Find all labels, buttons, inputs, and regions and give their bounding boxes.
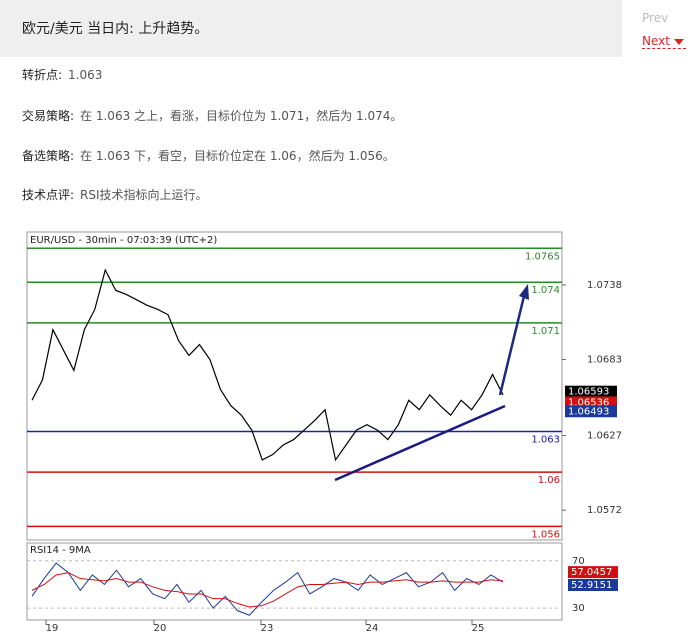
- label: 转折点:: [22, 68, 63, 82]
- date-label: 19: [46, 623, 59, 634]
- level-label: 1.063: [531, 434, 560, 445]
- plot-frame: [26, 231, 563, 541]
- rsi-tick-label: 70: [572, 556, 585, 567]
- text: 1.063: [68, 68, 103, 82]
- rsi-tick-label: 30: [572, 603, 585, 614]
- date-label: 23: [261, 623, 274, 634]
- price-line: [31, 268, 504, 462]
- page-title: 欧元/美元 当日内: 上升趋势。: [22, 21, 209, 37]
- rsi-tag-label: 52.9151: [571, 580, 612, 591]
- level-label: 1.0765: [525, 251, 560, 262]
- y-tick-label: 1.0738: [587, 280, 622, 291]
- paragraph: 技术点评: RSI技术指标向上运行。: [22, 186, 208, 203]
- y-tick-label: 1.0572: [587, 505, 622, 516]
- chart-title: EUR/USD - 30min - 07:03:39 (UTC+2): [30, 235, 217, 246]
- date-label: 20: [154, 623, 167, 634]
- date-label: 24: [366, 623, 379, 634]
- label: 备选策略:: [22, 149, 75, 163]
- price-tag: [565, 385, 617, 398]
- header: 欧元/美元 当日内: 上升趋势。: [0, 0, 622, 57]
- rsi-tag-label: 57.0457: [571, 567, 612, 578]
- price-tag-label: 1.06493: [568, 406, 609, 417]
- arrow: [498, 291, 527, 396]
- y-tick-label: 1.0683: [587, 355, 622, 366]
- prev-link[interactable]: Prev: [642, 11, 669, 25]
- rsi-line: [31, 562, 504, 616]
- price-tag-label: 1.06593: [568, 387, 609, 398]
- rsi-ma-line: [31, 572, 504, 608]
- trend-line: [334, 404, 506, 482]
- text: 在 1.063 下，看空，目标价位定在 1.06，然后为 1.056。: [80, 149, 395, 163]
- rsi-tag: [568, 566, 618, 579]
- rsi-tag: [568, 579, 618, 592]
- label: 交易策略:: [22, 109, 75, 123]
- label: 技术点评:: [22, 188, 75, 202]
- paragraph: 备选策略: 在 1.063 下，看空，目标价位定在 1.06，然后为 1.056。: [22, 147, 395, 164]
- rsi-title: RSI14 - 9MA: [30, 545, 91, 556]
- text: 在 1.063 之上，看涨，目标价位为 1.071，然后为 1.074。: [80, 109, 403, 123]
- paragraph: 交易策略: 在 1.063 之上，看涨，目标价位为 1.071，然后为 1.074…: [22, 107, 402, 124]
- chart: EUR/USD - 30min - 07:03:39 (UTC+2) RSI14…: [26, 231, 622, 634]
- arrow-head: [519, 284, 529, 300]
- y-tick-label: 1.0627: [587, 431, 622, 442]
- paragraph: 转折点: 1.063: [22, 66, 102, 83]
- text: RSI技术指标向上运行。: [80, 188, 208, 202]
- level-label: 1.071: [531, 326, 560, 337]
- price-tag: [565, 405, 617, 418]
- price-tag-label: 1.06536: [568, 397, 609, 408]
- level-label: 1.056: [531, 529, 560, 540]
- date-label: 25: [472, 623, 485, 634]
- level-label: 1.074: [531, 285, 560, 296]
- level-label: 1.06: [538, 475, 560, 486]
- next-link[interactable]: Next: [642, 34, 686, 49]
